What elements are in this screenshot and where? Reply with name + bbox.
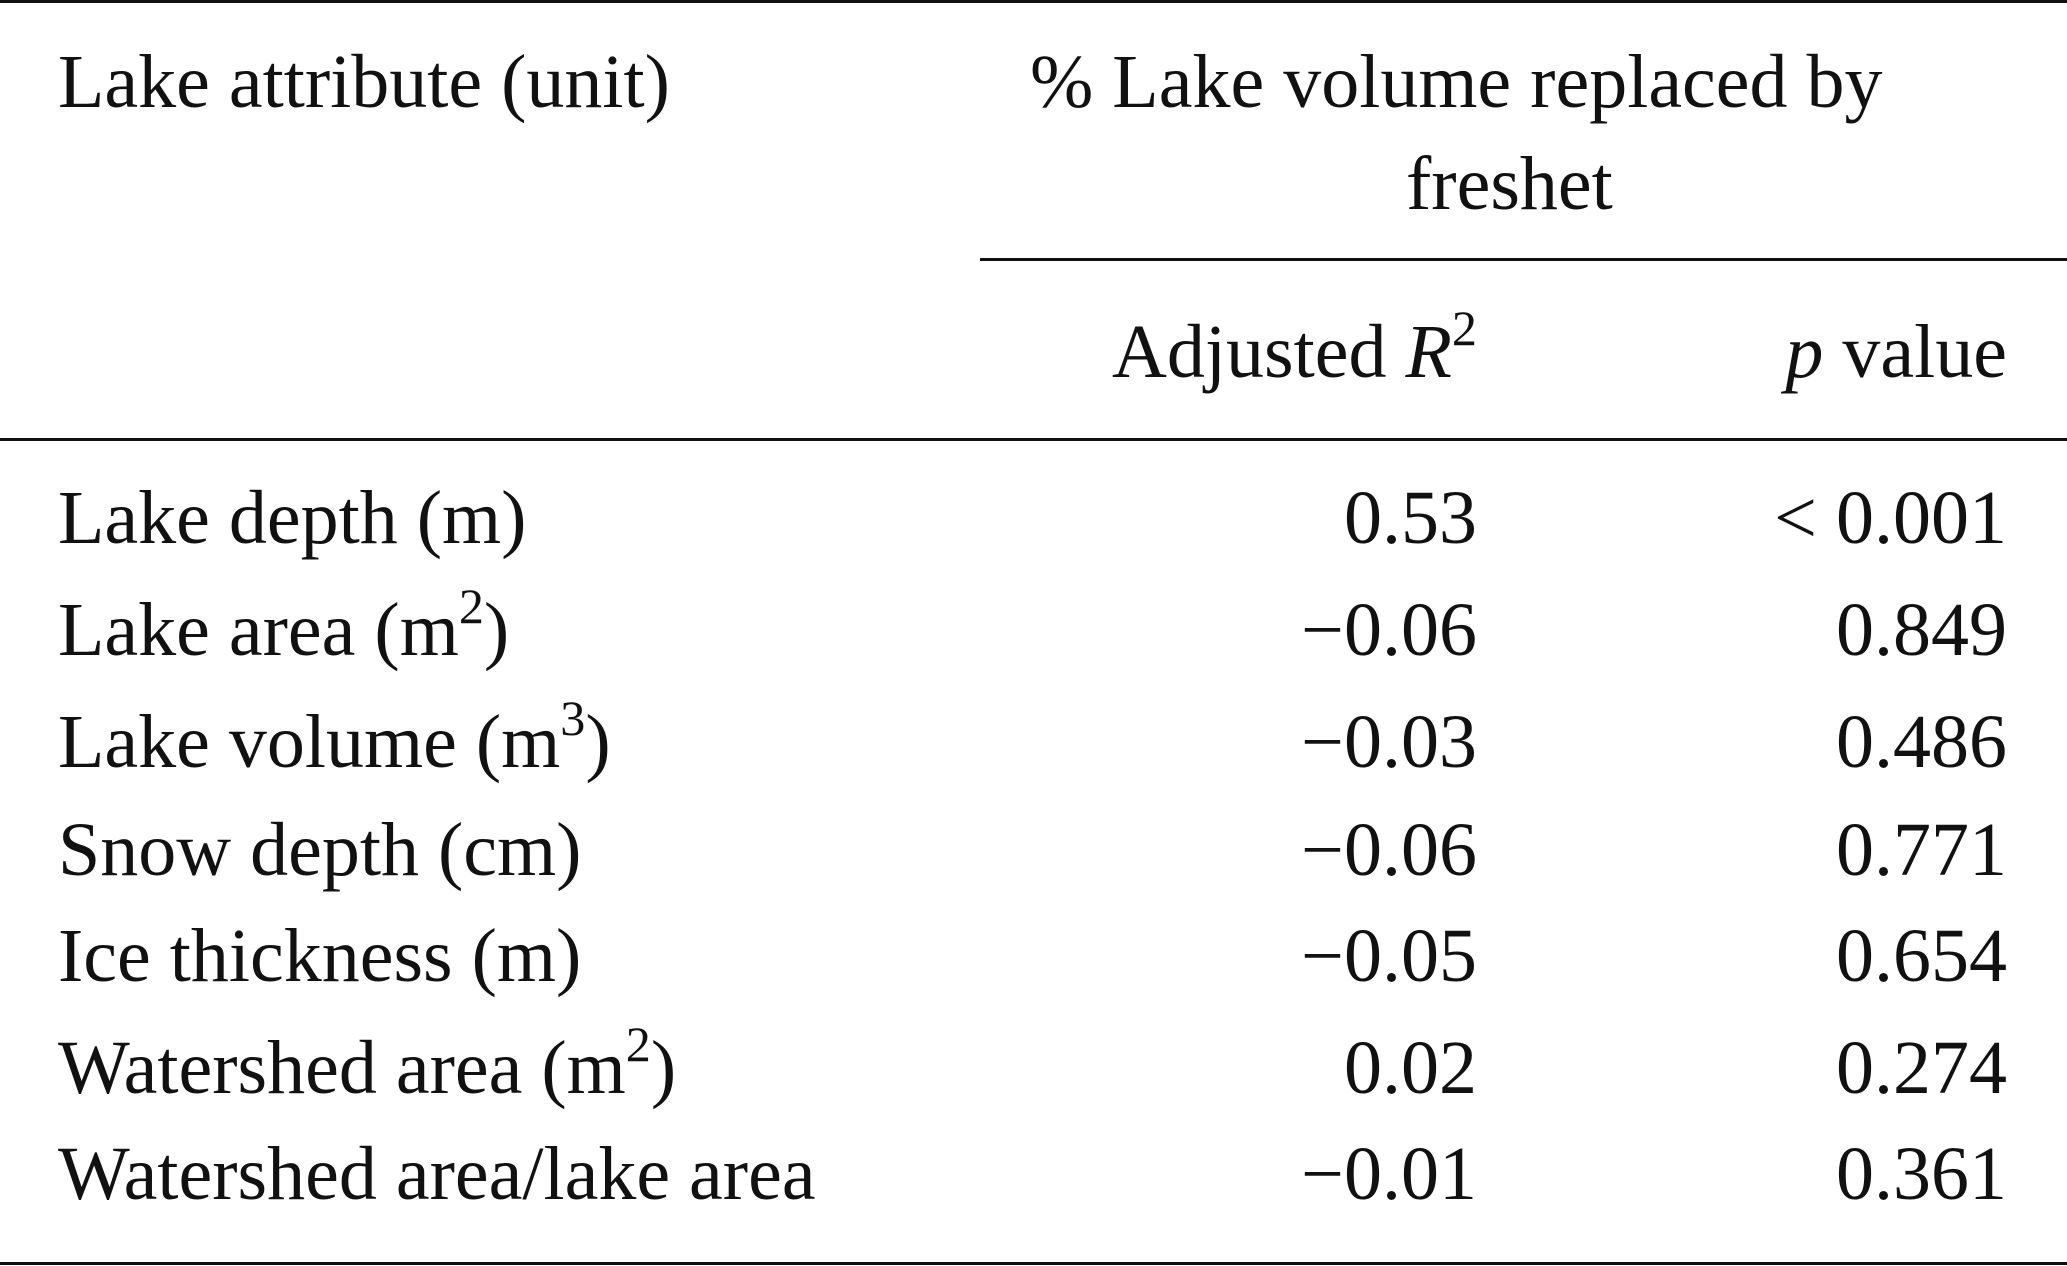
header-r-sup: 2 <box>1451 299 1477 356</box>
row-r2: −0.06 <box>1301 588 1477 672</box>
row-label: Lake volume (m3) <box>58 689 611 784</box>
row-p: 0.654 <box>1836 914 2007 998</box>
row-label: Watershed area (m2) <box>58 1015 677 1110</box>
header-adjusted-text: Adjusted <box>1112 310 1406 394</box>
row-p: 0.771 <box>1836 808 2007 892</box>
row-r2: −0.06 <box>1301 808 1477 892</box>
row-label: Ice thickness (m) <box>58 914 582 998</box>
bottom-rule <box>0 1262 2067 1265</box>
row-p: 0.274 <box>1836 1026 2007 1110</box>
header-group-line2: freshet <box>1406 142 1613 226</box>
row-r2: −0.03 <box>1301 700 1477 784</box>
header-p-value: p value <box>1785 314 2007 390</box>
row-p: 0.486 <box>1836 700 2007 784</box>
row-label: Watershed area/lake area <box>58 1132 816 1216</box>
row-label: Snow depth (cm) <box>58 808 582 892</box>
header-p-var: p <box>1785 310 1824 394</box>
header-p-text: value <box>1823 310 2007 394</box>
row-p: < 0.001 <box>1774 476 2007 560</box>
header-group-line1: % Lake volume replaced by <box>1030 40 1883 124</box>
row-p: 0.361 <box>1836 1132 2007 1216</box>
header-adjusted-r2: Adjusted R2 <box>1112 303 1477 390</box>
header-rule <box>0 438 2067 441</box>
group-rule <box>980 258 2067 261</box>
row-r2: 0.53 <box>1344 476 1477 560</box>
row-label: Lake area (m2) <box>58 577 510 672</box>
row-r2: −0.01 <box>1301 1132 1477 1216</box>
row-r2: 0.02 <box>1344 1026 1477 1110</box>
row-label: Lake depth (m) <box>58 476 527 560</box>
row-r2: −0.05 <box>1301 914 1477 998</box>
row-p: 0.849 <box>1836 588 2007 672</box>
top-rule <box>0 0 2067 3</box>
header-attribute: Lake attribute (unit) <box>58 40 670 124</box>
header-r-var: R <box>1405 310 1452 394</box>
